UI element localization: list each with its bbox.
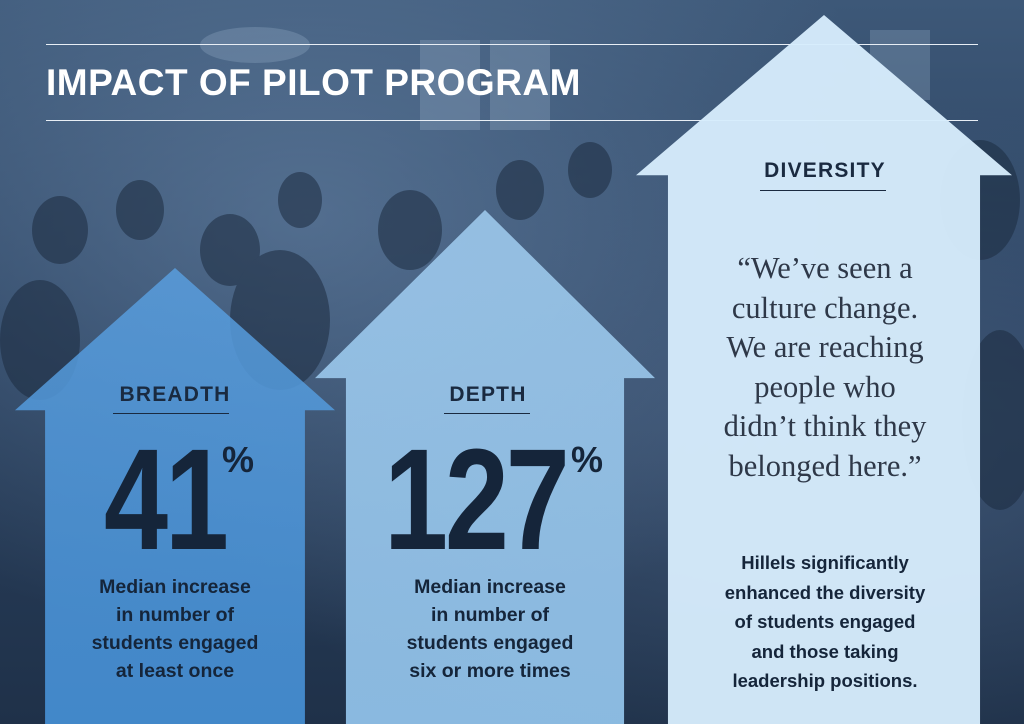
quote-line: people who — [754, 369, 896, 404]
diversity-arrow — [636, 15, 1012, 724]
depth-unit: % — [571, 439, 604, 480]
diversity-quote: “We’ve seen a culture change. We are rea… — [690, 249, 960, 486]
diversity-desc-line: Hillels significantly — [741, 552, 909, 573]
diversity-heading-rule — [760, 190, 886, 191]
depth-desc-line: Median increase — [414, 576, 566, 598]
depth-heading-rule — [444, 413, 530, 414]
breadth-desc-line: in number of — [115, 604, 235, 626]
diversity-desc-line: leadership positions. — [732, 670, 918, 691]
depth-desc-line: in number of — [430, 604, 550, 626]
title-top-rule — [46, 44, 978, 45]
breadth-heading-rule — [113, 413, 229, 414]
depth-desc-line: students engaged — [406, 632, 574, 654]
depth-description: Median increase in number of students en… — [385, 573, 595, 685]
diversity-desc-line: of students engaged — [734, 611, 916, 632]
quote-line: We are reaching — [726, 330, 924, 364]
diversity-heading: DIVERSITY — [764, 159, 886, 182]
diversity-description: Hillels significantly enhanced the diver… — [695, 548, 955, 696]
breadth-heading: BREADTH — [119, 383, 231, 406]
depth-value: 127 — [384, 419, 570, 580]
breadth-desc-line: students engaged — [91, 632, 259, 654]
depth-desc-line: six or more times — [409, 660, 571, 682]
breadth-desc-line: Median increase — [99, 576, 251, 598]
page-title: IMPACT OF PILOT PROGRAM — [46, 62, 581, 103]
breadth-unit: % — [222, 439, 255, 480]
depth-heading: DEPTH — [449, 383, 527, 406]
title-bottom-rule — [46, 120, 978, 121]
quote-line: culture change. — [731, 290, 919, 325]
quote-line: didn’t think they — [723, 409, 927, 443]
diversity-desc-line: enhanced the diversity — [724, 581, 926, 603]
breadth-description: Median increase in number of students en… — [70, 573, 280, 685]
diversity-desc-line: and those taking — [751, 640, 899, 662]
breadth-value: 41 — [104, 419, 229, 580]
quote-line: “We’ve seen a — [737, 251, 913, 285]
quote-line: belonged here.” — [728, 448, 922, 483]
breadth-desc-line: at least once — [115, 660, 235, 682]
